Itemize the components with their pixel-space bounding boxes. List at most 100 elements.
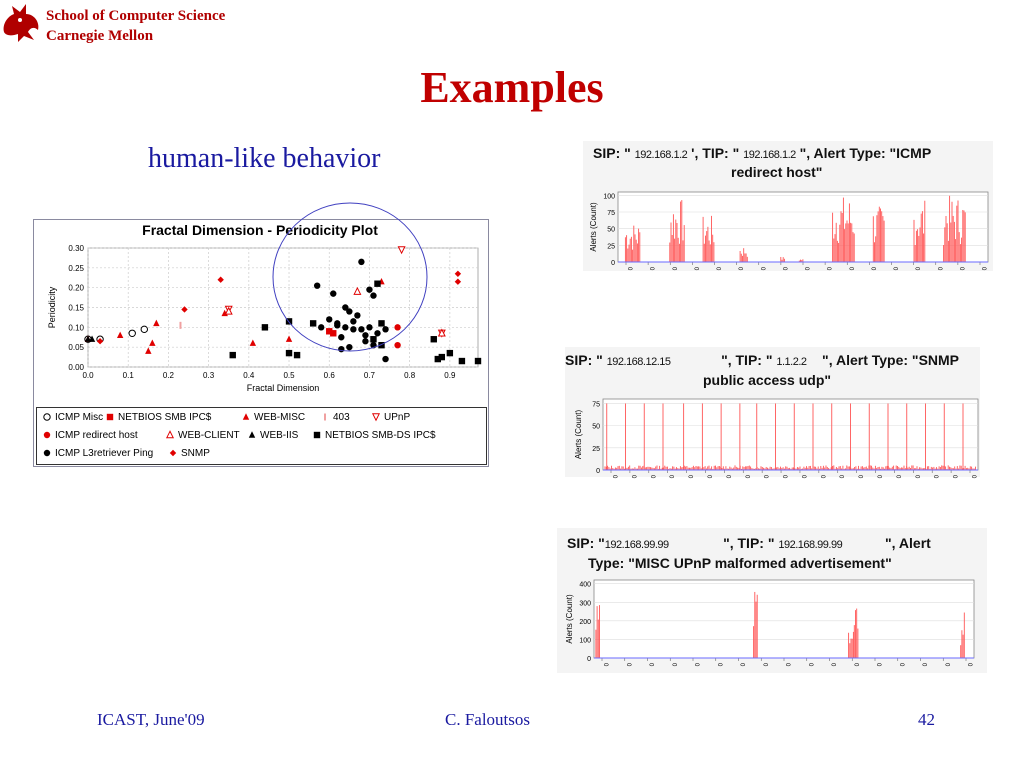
legend-marker (313, 432, 321, 439)
x-tick-label: 0 (819, 475, 825, 479)
panel-2-tip: 1.1.2.2 (776, 356, 807, 368)
alert-panel-1-title-line1: SIP: " 192.168.1.2 ', TIP: " 192.168.1.2… (593, 145, 932, 161)
x-tick-label: 0 (914, 267, 920, 271)
legend-marker (242, 413, 250, 421)
y-tick-label: 300 (579, 600, 591, 607)
scatter-point (354, 312, 361, 319)
alert-panel-2-title-line2: public access udp" (703, 372, 832, 388)
x-tick-label: 0 (715, 267, 721, 271)
x-tick-label: 0 (761, 663, 767, 667)
alert-timeseries-2: 0 25 50 75 Alerts (Count) 0 0 0 0 0 0 0 0 0 0 0 0 0 0 0 0 0 0 0… (574, 398, 979, 479)
x-tick-label: 0.3 (203, 371, 215, 380)
scatter-point (153, 319, 160, 327)
x-axis-label: Fractal Dimension (247, 383, 320, 393)
scatter-chart: 0.00 0.05 0.10 0.15 0.20 0.25 0.30 0.0 0.1 0.2 0.3… (47, 244, 482, 393)
legend-item: 403 (320, 412, 350, 423)
y-tick-label: 100 (603, 193, 615, 200)
x-tick-label: 0 (743, 475, 749, 479)
panel-2-sip: 192.168.12.15 (606, 356, 671, 368)
scatter-legend: ICMP Misc NETBIOS SMB IPC$ WEB-MISC 403 UPnP… (36, 407, 487, 465)
scatter-point (454, 278, 462, 285)
scatter-point (84, 335, 92, 342)
alert-panel-1-title-line2: redirect host" (731, 164, 823, 180)
x-tick-label: 0 (705, 475, 711, 479)
x-tick-label: 0.2 (163, 371, 175, 380)
x-tick-label: 0 (693, 663, 699, 667)
alert-panel-3-title-line2: Type: "MISC UPnP malformed advertisement… (588, 555, 892, 571)
y-axis-label: Alerts (Count) (565, 594, 574, 644)
x-tick-label: 0.0 (82, 371, 94, 380)
legend-marker (371, 413, 381, 422)
legend-marker (106, 414, 114, 421)
panel-3-sip: 192.168.99.99 (604, 539, 669, 551)
scatter-point (285, 349, 293, 357)
scatter-point (346, 308, 353, 315)
legend-marker (43, 432, 51, 439)
y-tick-label: 200 (579, 619, 591, 626)
y-axis-label: Alerts (Count) (574, 409, 583, 459)
x-tick-label: 0 (852, 663, 858, 667)
alert-panel-3-title-line1: SIP: "192.168.99.99 ", TIP: " 192.168.99… (567, 535, 931, 551)
y-tick-label: 50 (607, 227, 615, 234)
x-tick-label: 0.7 (364, 371, 376, 380)
x-tick-label: 0 (737, 267, 743, 271)
scatter-point (358, 326, 365, 333)
x-tick-label: 0.1 (123, 371, 135, 380)
x-tick-label: 0 (951, 475, 957, 479)
scatter-point (458, 357, 466, 365)
scatter-point (438, 353, 446, 361)
y-tick-label: 0.10 (68, 323, 84, 332)
legend-label: ICMP L3retriever Ping (55, 448, 154, 459)
x-tick-label: 0 (692, 267, 698, 271)
panel-1-sip: 192.168.1.2 (634, 149, 688, 161)
scatter-point (362, 332, 369, 339)
scatter-point (370, 292, 377, 299)
legend-item: NETBIOS SMB IPC$ (105, 412, 211, 423)
scatter-point (149, 339, 156, 346)
scatter-point (145, 347, 152, 354)
x-tick-label: 0 (670, 267, 676, 271)
x-tick-label: 0 (625, 663, 631, 667)
scatter-point (88, 335, 96, 342)
y-axis-label: Alerts (Count) (589, 202, 598, 252)
panel-3-tip: 192.168.99.99 (778, 539, 843, 551)
y-tick-label: 0.15 (68, 304, 84, 313)
page-number: 42 (918, 710, 935, 729)
x-tick-label: 0.9 (444, 371, 456, 380)
scatter-point (249, 339, 257, 346)
y-tick-label: 0.20 (68, 284, 84, 293)
x-tick-label: 0 (800, 475, 806, 479)
scatter-point (374, 330, 381, 337)
scatter-point (338, 334, 345, 341)
x-tick-label: 0 (626, 267, 632, 271)
y-tick-label: 0 (587, 656, 591, 663)
legend-item: NETBIOS SMB-DS IPC$ (312, 430, 436, 441)
x-tick-label: 0 (847, 267, 853, 271)
x-tick-label: 0 (980, 267, 986, 271)
x-tick-label: 0 (875, 663, 881, 667)
legend-item: ICMP Misc (42, 412, 103, 423)
scatter-point (382, 326, 389, 333)
scatter-point (446, 349, 454, 357)
scatter-point (317, 324, 325, 331)
scatter-point (434, 355, 441, 363)
scatter-point (217, 276, 224, 283)
legend-label: NETBIOS SMB-DS IPC$ (325, 430, 436, 441)
x-tick-label: 0 (649, 475, 655, 479)
x-tick-label: 0 (648, 663, 654, 667)
x-tick-label: 0 (838, 475, 844, 479)
scatter-point (293, 351, 301, 359)
x-tick-label: 0 (611, 475, 617, 479)
scatter-point (181, 306, 188, 313)
x-tick-label: 0 (781, 475, 787, 479)
scatter-point (309, 320, 317, 327)
legend-item: SNMP (168, 448, 210, 459)
scatter-point (140, 325, 148, 334)
x-tick-label: 0 (781, 267, 787, 271)
legend-label: NETBIOS SMB IPC$ (118, 412, 212, 423)
legend-label: ICMP Misc (55, 412, 104, 423)
scatter-point (350, 326, 357, 333)
alert-timeseries-1: 0 25 50 75 100 Alerts (Count) 0 0 0 0 0 0 0 0 0 0 0 0 0 0 0 0… (589, 191, 989, 271)
school-name: School of Computer Science Carnegie Mell… (46, 6, 225, 46)
x-tick-label: 0 (762, 475, 768, 479)
